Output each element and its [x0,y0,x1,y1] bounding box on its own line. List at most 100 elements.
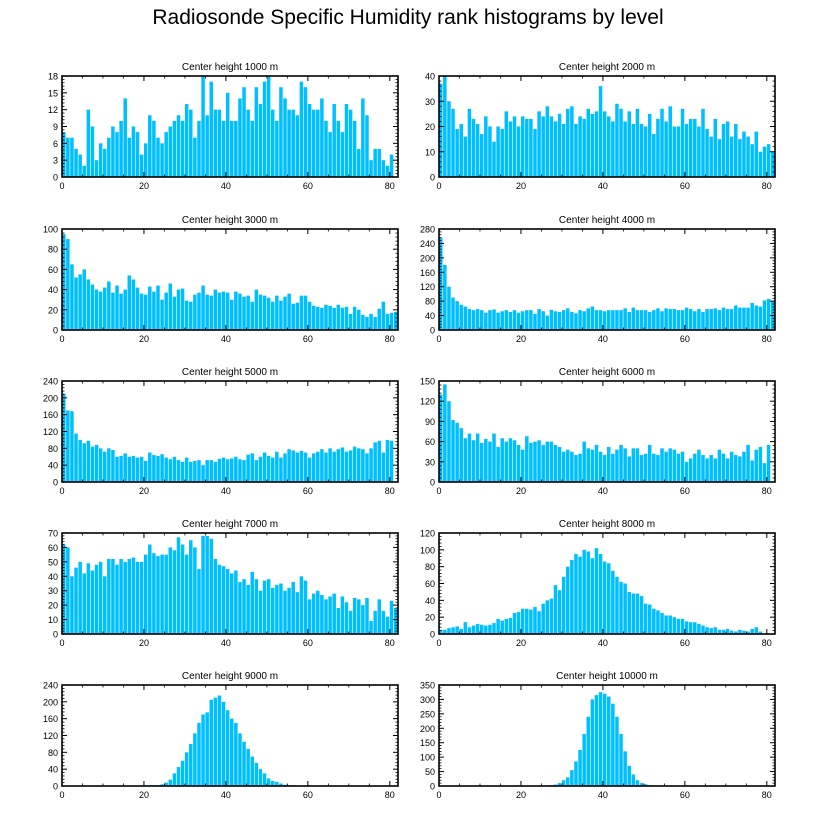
histogram-bar [365,316,369,330]
histogram-bar [619,734,623,786]
histogram-bar [357,148,361,177]
histogram-bar [660,448,664,482]
histogram-bar [500,620,504,634]
histogram-bar [467,309,472,330]
histogram-bar [303,295,308,330]
histogram-bar [578,556,582,634]
histogram-bar [324,120,328,177]
histogram-bar [656,118,660,177]
histogram-bar [201,465,205,482]
histogram-bar [184,457,189,482]
histogram-bar [746,444,750,482]
histogram-bar [307,301,312,330]
y-tick-label: 90 [425,417,435,427]
panel-title: Center height 6000 m [559,367,655,378]
histogram-bar [541,116,545,177]
histogram-bar [70,264,74,330]
y-tick-label: 30 [425,457,435,467]
x-tick-label: 0 [436,790,441,800]
histogram-bar [443,76,447,177]
histogram-bar [197,120,201,177]
histogram-bar [316,306,320,330]
histogram-bar [217,564,222,634]
histogram-bar [205,294,209,330]
histogram-bar [734,631,738,634]
histogram-bar [287,109,291,177]
histogram-bar [471,310,476,330]
histogram-bar [725,309,730,330]
histogram-bar [66,547,70,634]
histogram-bar [361,314,365,330]
histogram-bar [340,307,345,330]
y-tick-label: 20 [425,122,435,132]
histogram-bar [500,438,504,482]
histogram-bar [176,115,181,177]
figure-title: Radiosonde Specific Humidity rank histog… [152,6,664,29]
histogram-bar [62,544,66,634]
histogram-bar [213,461,218,482]
histogram-bar [602,455,607,482]
histogram-bar [725,628,730,634]
histogram-bar [668,615,672,634]
histogram-bar [574,761,578,786]
histogram-bar [119,293,123,330]
histogram-bar [549,309,554,330]
histogram-bar [225,710,230,786]
histogram-panel: Center height 5000 m 0 40 80 120 160 200 240 0 20… [43,367,399,496]
histogram-bar [566,308,570,330]
y-tick-label: 280 [420,225,435,235]
histogram-bar [570,451,574,482]
x-tick-label: 20 [516,181,526,191]
histogram-bar [611,310,615,330]
histogram-bar [328,448,332,482]
histogram-bar [328,305,332,330]
histogram-bar [344,451,349,482]
histogram-bar [336,120,341,177]
histogram-bar [734,455,738,482]
histogram-bar [270,457,275,482]
histogram-bar [373,610,377,634]
y-tick-label: 6 [53,139,58,149]
histogram-bar [512,116,517,177]
histogram-bar [168,283,173,330]
histogram-bar [746,307,750,330]
histogram-bar [697,126,701,177]
histogram-bar [324,599,328,634]
histogram-bar [217,109,222,177]
histogram-bar [750,628,754,634]
histogram-bar [348,313,353,330]
histogram-bar [82,573,86,634]
histogram-bar [148,115,152,177]
histogram-bar [697,309,701,330]
histogram-bar [209,295,214,330]
histogram-bar [205,535,209,634]
histogram-bar [307,599,312,634]
histogram-bar [90,446,95,482]
histogram-bar [525,310,529,330]
histogram-bar [504,310,509,330]
x-tick-label: 60 [303,334,313,344]
histogram-bar [484,625,488,634]
histogram-bar [184,752,189,786]
histogram-bar [684,307,689,330]
histogram-bar [705,309,709,330]
histogram-bar [115,456,119,482]
histogram-bar [242,460,246,482]
histogram-bar [635,593,640,634]
histogram-bar [168,126,173,177]
histogram-bar [291,109,295,177]
histogram-bar [652,310,656,330]
y-tick-label: 0 [430,326,435,336]
histogram-bar [262,81,267,177]
histogram-bar [381,160,386,177]
histogram-bar [148,286,152,330]
histogram-bar [639,123,644,177]
histogram-bar [697,449,701,482]
histogram-bar [520,608,525,634]
histogram-bar [111,292,115,330]
histogram-bar [377,599,382,634]
x-tick-label: 40 [598,790,608,800]
histogram-bar [721,307,726,330]
histogram-bar [500,311,504,330]
histogram-bar [70,576,74,634]
